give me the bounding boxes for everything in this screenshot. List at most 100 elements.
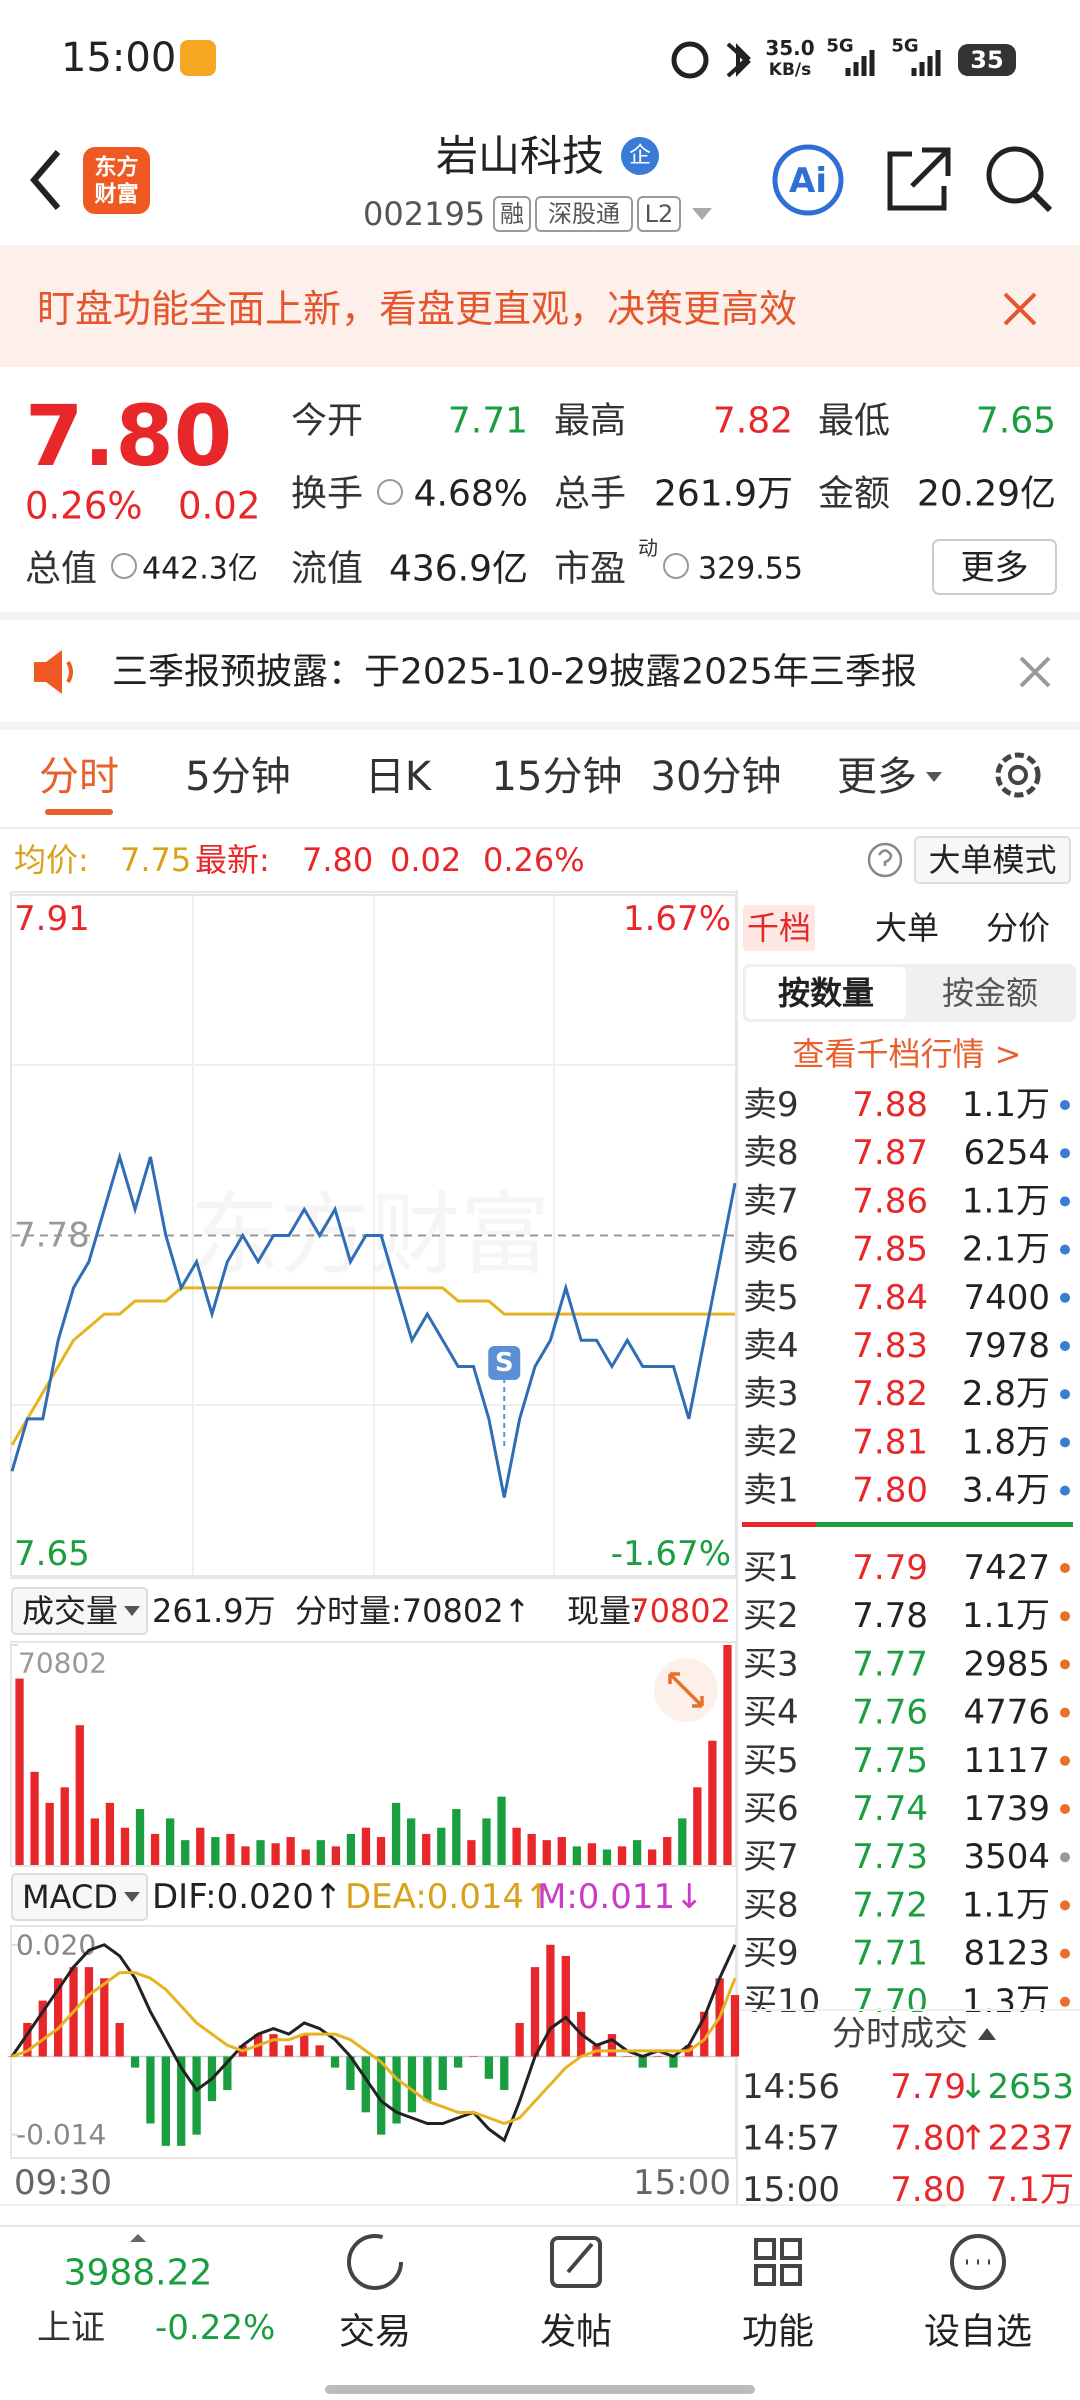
tag bbox=[535, 196, 633, 232]
field-label: 流值 bbox=[291, 549, 363, 590]
book-price: 7.82 bbox=[852, 1374, 928, 1414]
help-icon[interactable] bbox=[867, 842, 903, 878]
toggle-option[interactable]: 按金额 bbox=[942, 974, 1038, 1012]
book-tab[interactable]: 分价 bbox=[986, 909, 1050, 947]
separator bbox=[0, 722, 1080, 730]
toggle-active[interactable] bbox=[746, 967, 906, 1019]
book-price: 7.79 bbox=[852, 1548, 928, 1588]
dropdown-caret[interactable] bbox=[692, 208, 712, 220]
volume-bar bbox=[587, 1843, 597, 1865]
volume-bar bbox=[723, 1645, 732, 1865]
avg-value: 7.75 bbox=[120, 841, 191, 879]
book-volume: 1.1万 bbox=[962, 1181, 1050, 1221]
book-level: 买7 bbox=[743, 1837, 799, 1877]
macd-bar bbox=[177, 2056, 186, 2146]
nav-label[interactable]: 发帖 bbox=[540, 2312, 612, 2353]
nav-label[interactable]: 功能 bbox=[742, 2312, 814, 2353]
trade-time: 14:56 bbox=[742, 2067, 840, 2107]
tab[interactable]: 日K bbox=[365, 754, 433, 800]
info-icon[interactable] bbox=[663, 553, 689, 579]
book-dot bbox=[1060, 1563, 1070, 1573]
ai-button[interactable] bbox=[772, 144, 844, 216]
macd-bar bbox=[453, 2056, 463, 2068]
x-tick-label: 15:00 bbox=[633, 2163, 731, 2203]
stock-code: 002195 bbox=[363, 195, 485, 233]
book-price: 7.74 bbox=[852, 1789, 928, 1829]
volume-bar bbox=[90, 1818, 99, 1865]
index-caret[interactable] bbox=[130, 2234, 146, 2242]
last-change-pct: 0.26% bbox=[483, 841, 585, 879]
book-tab[interactable]: 千档 bbox=[747, 909, 811, 947]
battery bbox=[958, 44, 1016, 76]
share-button[interactable] bbox=[887, 147, 951, 211]
volume-bar bbox=[407, 1818, 416, 1865]
book-dot bbox=[1060, 1948, 1070, 1959]
info-icon[interactable] bbox=[111, 553, 137, 579]
volume-bar bbox=[482, 1818, 491, 1865]
book-price: 7.88 bbox=[852, 1085, 928, 1125]
macd-bar bbox=[700, 2011, 709, 2057]
search-button[interactable] bbox=[986, 146, 1044, 204]
post-icon[interactable] bbox=[550, 2236, 602, 2288]
back-button[interactable] bbox=[30, 150, 61, 210]
index-name: 上证 bbox=[37, 2308, 105, 2348]
macd-bar bbox=[346, 2056, 355, 2090]
volume-bar bbox=[120, 1827, 130, 1865]
tag-text: 深股通 bbox=[548, 200, 620, 228]
trade-icon[interactable] bbox=[347, 2234, 403, 2290]
watchlist-icon[interactable] bbox=[950, 2234, 1006, 2290]
macd-bar bbox=[146, 2056, 155, 2124]
book-level: 卖4 bbox=[743, 1326, 799, 1366]
tab-active[interactable]: 分时 bbox=[39, 754, 119, 800]
volume-bar bbox=[648, 1849, 657, 1865]
volume-bar bbox=[30, 1771, 39, 1865]
banner bbox=[0, 245, 1080, 367]
net-unit: KB/s bbox=[769, 60, 811, 80]
function-icon[interactable] bbox=[754, 2238, 802, 2286]
nav-label[interactable]: 设自选 bbox=[924, 2312, 1032, 2353]
book-level: 卖3 bbox=[743, 1374, 799, 1414]
mode-button[interactable] bbox=[914, 836, 1071, 884]
book-level: 卖5 bbox=[743, 1278, 799, 1318]
tab[interactable]: 5分钟 bbox=[185, 754, 290, 800]
trades-caret[interactable] bbox=[978, 2028, 996, 2040]
banner-close[interactable] bbox=[1003, 292, 1037, 326]
tab[interactable]: 15分钟 bbox=[492, 754, 623, 800]
toggle-option[interactable]: 按数量 bbox=[778, 974, 874, 1012]
search-handle bbox=[1031, 191, 1053, 213]
alarm-icon bbox=[671, 41, 709, 79]
book-link[interactable]: 查看千档行情 > bbox=[793, 1035, 1022, 1073]
notice-close[interactable] bbox=[1019, 656, 1051, 688]
book-price: 7.87 bbox=[852, 1133, 928, 1173]
info-icon[interactable] bbox=[377, 479, 403, 505]
volume-total: 261.9万 bbox=[152, 1592, 276, 1630]
book-volume: 1.1万 bbox=[962, 1085, 1050, 1125]
book-dot bbox=[1060, 1852, 1070, 1863]
trades-title: 分时成交 bbox=[832, 2014, 968, 2054]
signal-text: S bbox=[495, 1348, 514, 1378]
volume-bar bbox=[331, 1846, 340, 1865]
book-tab-active[interactable] bbox=[743, 905, 815, 951]
signal-bars bbox=[911, 50, 941, 76]
series-line bbox=[11, 1971, 737, 2126]
field-label: 金额 bbox=[818, 474, 890, 515]
indicator-selector[interactable] bbox=[11, 1587, 148, 1635]
book-tab[interactable]: 大单 bbox=[875, 909, 939, 947]
tab[interactable]: 30分钟 bbox=[651, 754, 782, 800]
book-volume: 7427 bbox=[963, 1548, 1050, 1588]
book-volume: 1.3万 bbox=[962, 1982, 1050, 2022]
indicator-selector[interactable] bbox=[11, 1873, 148, 1921]
nav-label[interactable]: 交易 bbox=[339, 2312, 411, 2353]
book-volume: 1.1万 bbox=[962, 1885, 1050, 1925]
tag bbox=[637, 196, 681, 232]
tab[interactable]: 更多 bbox=[837, 754, 917, 800]
more-button[interactable] bbox=[932, 539, 1057, 595]
book-price: 7.86 bbox=[852, 1181, 928, 1221]
field-value: 329.55 bbox=[698, 552, 803, 587]
signal-label: 5G bbox=[826, 36, 853, 57]
help-glyph bbox=[877, 849, 893, 866]
settings-button[interactable] bbox=[995, 752, 1041, 798]
macd-bar bbox=[730, 1995, 740, 2057]
field-value: 20.29亿 bbox=[917, 474, 1056, 515]
